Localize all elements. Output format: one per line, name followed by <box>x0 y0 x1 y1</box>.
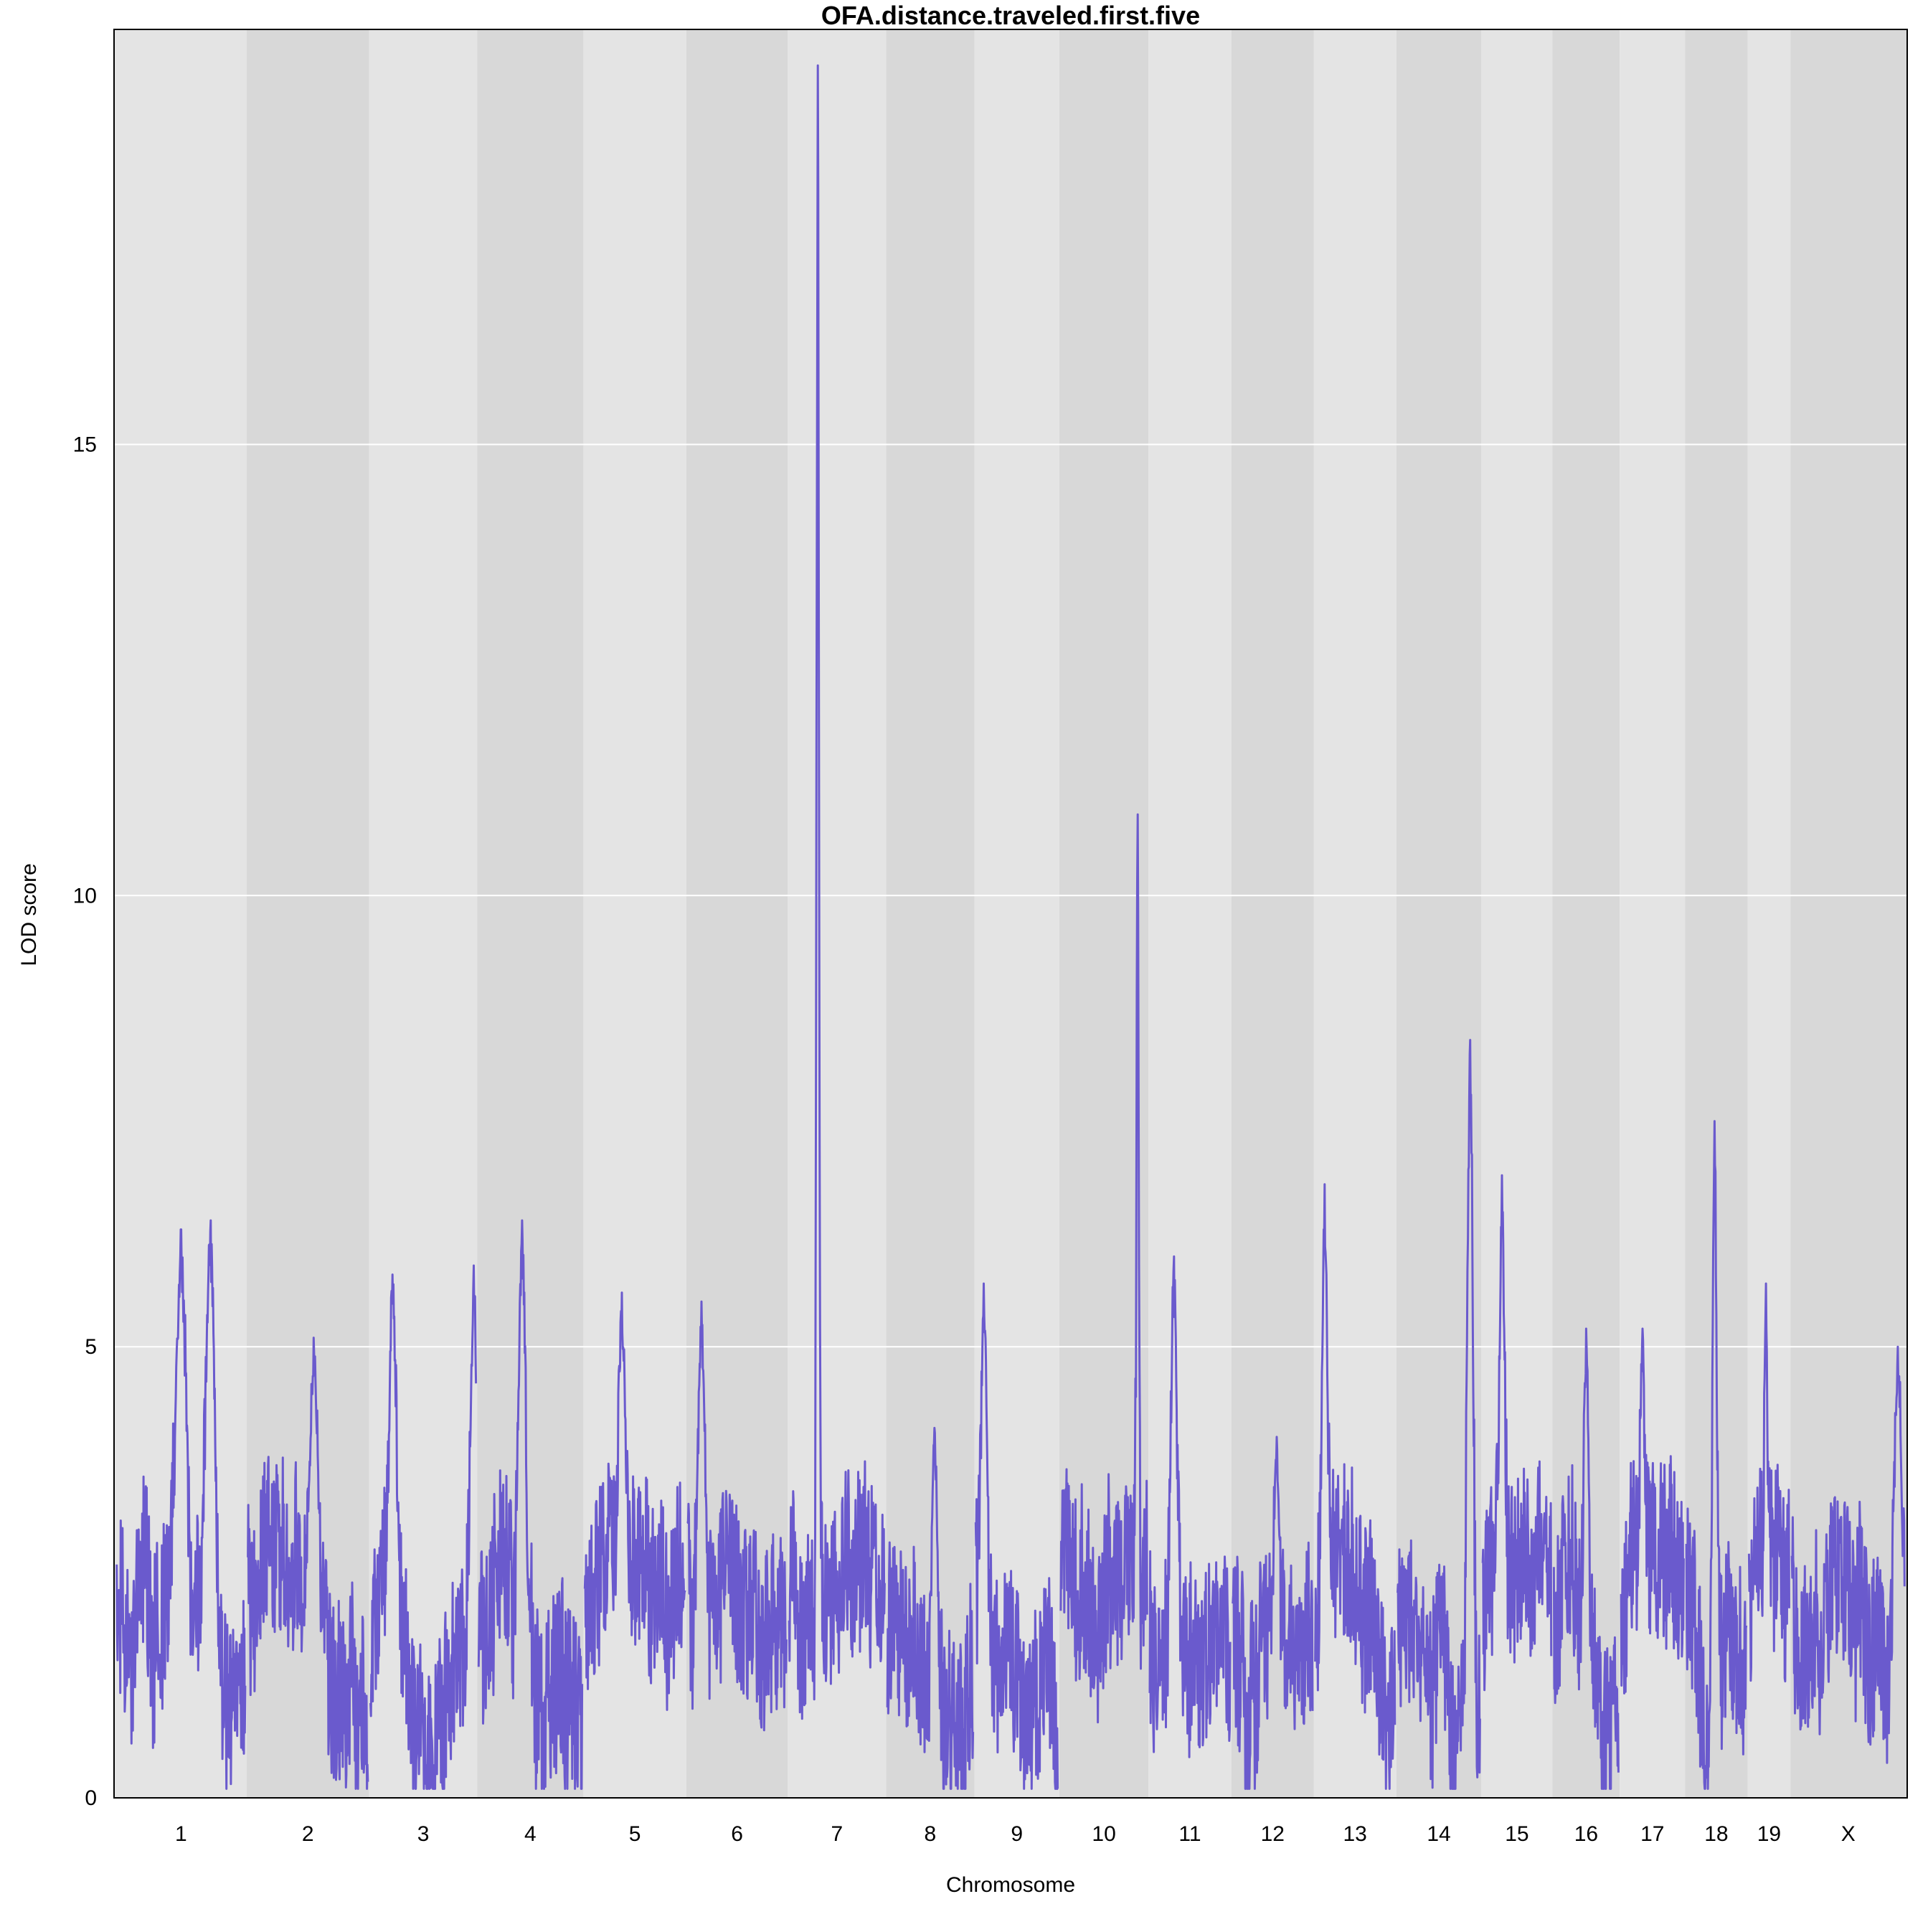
x-axis-label: Chromosome <box>946 1873 1075 1897</box>
lod-curve-chr-10 <box>1059 813 1148 1724</box>
y-gridlines <box>114 443 1907 1348</box>
lod-curve-chr-15 <box>1481 1174 1553 1692</box>
lod-curve-chr-14 <box>1397 1039 1481 1790</box>
lod-curve-chr-11 <box>1148 1255 1232 1758</box>
x-tick-label-9: 9 <box>1011 1822 1023 1846</box>
x-tick-label-13: 13 <box>1343 1822 1367 1846</box>
x-tick-label-3: 3 <box>417 1822 430 1846</box>
lod-curve-chr-5 <box>583 1291 686 1711</box>
lod-curve-chr-7 <box>788 64 886 1720</box>
lod-curve-chr-12 <box>1232 1436 1314 1790</box>
x-tick-label-14: 14 <box>1427 1822 1450 1846</box>
y-axis-ticks: 0 5 10 15 <box>73 433 97 1811</box>
x-tick-label-2: 2 <box>302 1822 314 1846</box>
y-tick-label-0: 0 <box>85 1786 97 1810</box>
x-tick-label-11: 11 <box>1178 1822 1201 1846</box>
y-axis-label: LOD score <box>17 863 41 966</box>
chromosome-band-1 <box>114 29 247 1798</box>
plot-frame <box>113 29 1908 1799</box>
lod-curve-chr-3 <box>369 1264 478 1790</box>
lod-curve-chr-1 <box>115 1219 247 1790</box>
chart-title: OFA.distance.traveled.first.five <box>821 1 1200 30</box>
chromosome-band-6 <box>686 29 788 1798</box>
x-tick-label-19: 19 <box>1757 1822 1781 1846</box>
y-tick-label-5: 5 <box>85 1335 97 1359</box>
chromosome-band-12 <box>1231 29 1314 1798</box>
lod-curve-chr-17 <box>1620 1327 1685 1695</box>
x-axis-ticks: 1 2 3 4 5 6 7 8 9 10 11 12 13 14 15 16 17 18 19 X <box>175 1822 1856 1846</box>
lod-curve-chr-X <box>1790 1345 1906 1764</box>
lod-curves <box>115 64 1906 1790</box>
lod-curve-chr-9 <box>974 1282 1059 1790</box>
lod-curve-chr-13 <box>1314 1183 1397 1790</box>
x-tick-label-6: 6 <box>731 1822 743 1846</box>
lod-curve-chr-4 <box>477 1219 584 1790</box>
chromosome-band-18 <box>1685 29 1748 1798</box>
chromosome-band-8 <box>886 29 975 1798</box>
chromosome-band-11 <box>1148 29 1232 1798</box>
x-tick-label-16: 16 <box>1574 1822 1598 1846</box>
x-tick-label-10: 10 <box>1092 1822 1115 1846</box>
lod-curve-chr-16 <box>1552 1327 1620 1790</box>
x-tick-label-12: 12 <box>1261 1822 1285 1846</box>
chromosome-band-13 <box>1313 29 1397 1798</box>
y-tick-label-10: 10 <box>73 884 97 908</box>
x-tick-label-18: 18 <box>1704 1822 1728 1846</box>
chromosome-band-X <box>1790 29 1907 1798</box>
x-tick-label-1: 1 <box>175 1822 187 1846</box>
lod-curve-chr-8 <box>886 1426 975 1790</box>
chromosome-band-9 <box>974 29 1059 1798</box>
lod-curve-chr-19 <box>1747 1282 1790 1683</box>
x-tick-label-7: 7 <box>831 1822 843 1846</box>
x-tick-label-15: 15 <box>1505 1822 1528 1846</box>
y-tick-label-15: 15 <box>73 433 97 457</box>
x-tick-label-8: 8 <box>925 1822 937 1846</box>
x-tick-label-4: 4 <box>524 1822 537 1846</box>
x-tick-label-17: 17 <box>1640 1822 1664 1846</box>
lod-curve-chr-2 <box>247 1337 369 1790</box>
x-tick-label-X: X <box>1841 1822 1856 1846</box>
x-tick-label-5: 5 <box>629 1822 641 1846</box>
lod-curve-chr-6 <box>686 1300 788 1732</box>
chromosome-band-14 <box>1396 29 1482 1798</box>
lod-curve-chr-18 <box>1685 1120 1748 1790</box>
